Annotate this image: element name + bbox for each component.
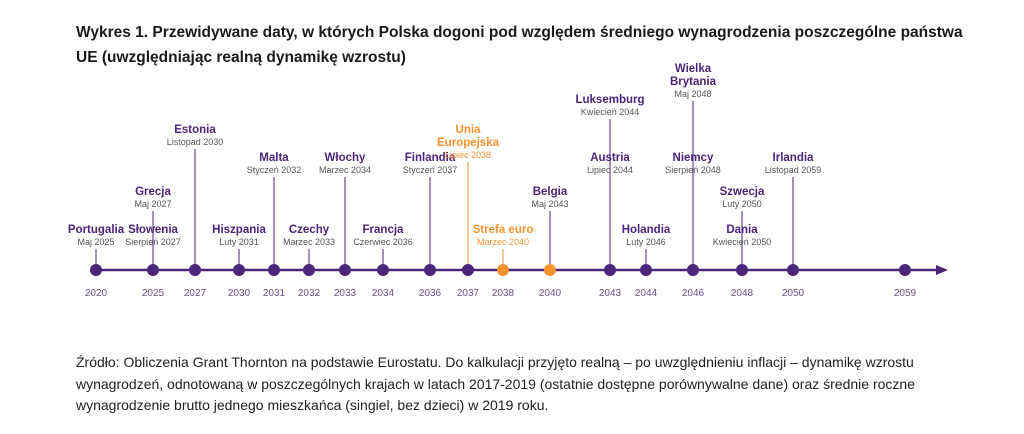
catch-up-date: Luty 2050	[722, 199, 762, 209]
year-tick-label: 2030	[228, 288, 251, 299]
country-name: Hiszpania	[212, 224, 266, 236]
country-name: Włochy	[325, 152, 366, 164]
year-tick-label: 2031	[263, 288, 286, 299]
timeline-dot-2036	[424, 264, 436, 276]
country-name: Francja	[363, 224, 405, 236]
catch-up-date: Maj 2043	[531, 199, 568, 209]
catch-up-date: Kwiecień 2044	[581, 107, 640, 117]
catch-up-date: Sierpień 2048	[665, 165, 721, 175]
country-name: Grecja	[135, 186, 171, 198]
timeline-dot-2044	[640, 264, 652, 276]
timeline-dot-2048	[736, 264, 748, 276]
timeline-dot-2040	[544, 264, 556, 276]
country-name: Szwecja	[720, 186, 765, 198]
catch-up-date: Lipiec 2038	[445, 150, 491, 160]
catch-up-date: Marzec 2033	[283, 237, 335, 247]
country-name: Luksemburg	[575, 94, 644, 106]
year-tick-label: 2037	[457, 288, 480, 299]
catch-up-date: Luty 2031	[219, 237, 259, 247]
country-name: Estonia	[174, 124, 216, 136]
year-tick-label: 2043	[599, 288, 622, 299]
timeline-dot-2038	[497, 264, 509, 276]
country-name: Portugalia	[68, 224, 125, 236]
timeline-dot-2025	[147, 264, 159, 276]
country-name: Dania	[726, 224, 758, 236]
catch-up-date: Lipiec 2044	[587, 165, 633, 175]
country-name: Belgia	[533, 186, 568, 198]
country-name: Słowenia	[128, 224, 178, 236]
timeline-dot-2037	[462, 264, 474, 276]
catch-up-date: Maj 2027	[134, 199, 171, 209]
timeline-dot-2034	[377, 264, 389, 276]
timeline-dot-2032	[303, 264, 315, 276]
year-tick-label: 2048	[731, 288, 754, 299]
year-tick-label: 2046	[682, 288, 705, 299]
country-name: Malta	[259, 152, 289, 164]
year-tick-label: 2040	[539, 288, 562, 299]
timeline-dot-2033	[339, 264, 351, 276]
catch-up-date: Listopad 2030	[167, 137, 224, 147]
catch-up-date: Styczeń 2037	[403, 165, 458, 175]
country-name: Austria	[590, 152, 630, 164]
country-name: Czechy	[289, 224, 330, 236]
country-name: Finlandia	[405, 152, 456, 164]
country-name: Irlandia	[773, 152, 815, 164]
year-tick-label: 2059	[894, 288, 917, 299]
country-name: Unia	[456, 124, 482, 136]
catch-up-date: Kwiecień 2050	[713, 237, 772, 247]
year-tick-label: 2033	[334, 288, 357, 299]
chart-title: Wykres 1. Przewidywane daty, w których P…	[76, 24, 963, 66]
catch-up-date: Marzec 2040	[477, 237, 529, 247]
timeline-dot-2027	[189, 264, 201, 276]
timeline-arrow	[936, 265, 948, 275]
year-tick-label: 2038	[492, 288, 515, 299]
year-tick-label: 2025	[142, 288, 165, 299]
country-name: Niemcy	[673, 152, 715, 164]
catch-up-date: Maj 2048	[674, 89, 711, 99]
year-tick-label: 2027	[184, 288, 207, 299]
catch-up-date: Listopad 2059	[765, 165, 822, 175]
timeline-dot-2046	[687, 264, 699, 276]
timeline-dot-2020	[90, 264, 102, 276]
country-name: Wielka	[675, 63, 712, 75]
year-tick-label: 2036	[419, 288, 442, 299]
catch-up-date: Styczeń 2032	[247, 165, 302, 175]
timeline-dot-2043	[604, 264, 616, 276]
year-tick-label: 2034	[372, 288, 395, 299]
catch-up-date: Marzec 2034	[319, 165, 371, 175]
catch-up-date: Luty 2046	[626, 237, 666, 247]
timeline-dot-2050	[787, 264, 799, 276]
country-name: Strefa euro	[473, 224, 534, 236]
year-tick-label: 2032	[298, 288, 321, 299]
source-note: Źródło: Obliczenia Grant Thornton na pod…	[76, 354, 915, 413]
year-tick-label: 2050	[782, 288, 805, 299]
timeline-dot-2031	[268, 264, 280, 276]
catch-up-date: Czerwiec 2036	[353, 237, 413, 247]
timeline-dot-2030	[233, 264, 245, 276]
country-name: Brytania	[670, 76, 717, 88]
year-tick-label: 2044	[635, 288, 658, 299]
year-tick-label: 2020	[85, 288, 108, 299]
country-name: Holandia	[622, 224, 671, 236]
catch-up-date: Maj 2025	[77, 237, 114, 247]
timeline-dot-2059	[899, 264, 911, 276]
catch-up-date: Sierpień 2027	[125, 237, 181, 247]
country-name: Europejska	[437, 137, 500, 149]
